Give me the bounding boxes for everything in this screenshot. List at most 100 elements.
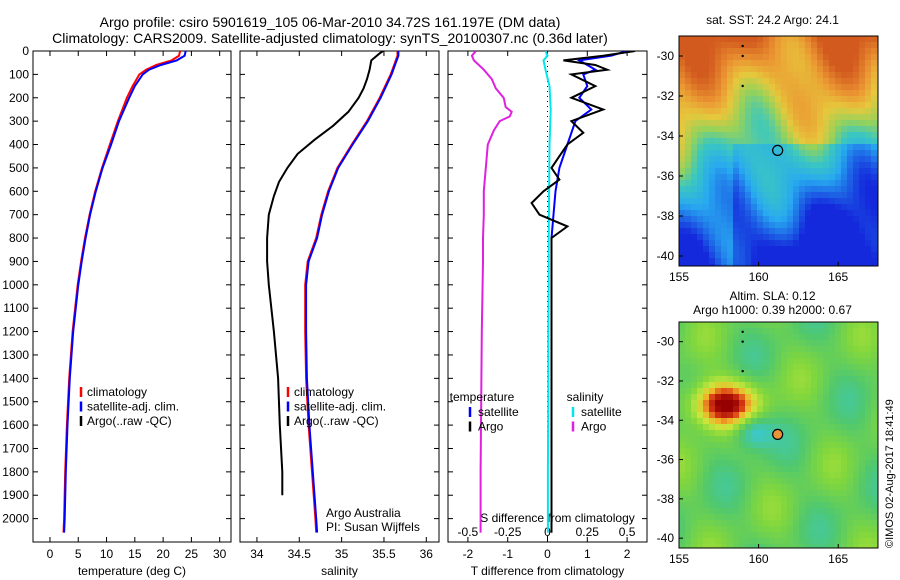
y-tick-label: 800 [9,231,29,245]
y-tick-label: 1800 [2,465,29,479]
x-tick-label: 35.5 [372,547,396,561]
y-tick-label: 1100 [3,301,29,315]
annotation-line-0: Argo Australia [326,506,401,520]
y-tick-label: 2000 [2,512,29,526]
y-tick-label: 1700 [2,441,29,455]
map-x-tick-label: 155 [669,552,689,566]
plot-frame [239,50,440,543]
y-tick-label: 900 [9,254,29,268]
map-y-tick-label: -32 [657,89,675,103]
y-tick-label: 0 [22,44,29,58]
series-line-1 [542,51,552,533]
map-y-tick-label: -40 [657,249,675,263]
y-tick-label: 1000 [2,278,29,292]
x-tick-label: 2 [624,547,631,561]
y-tick-label: 1300 [2,348,29,362]
map-frame [678,321,879,549]
map-title-line-1: Argo h1000: 0.39 h2000: 0.67 [693,303,852,317]
x-tick-label: 0 [544,547,551,561]
map-y-tick-label: -38 [657,209,675,223]
map-y-tick-label: -38 [657,492,675,506]
map-x-tick-label: 160 [749,270,769,284]
sst-map: sat. SST: 24.2 Argo: 24.1 155 160 165 -30 -32… [657,13,879,284]
y-tick-label: 1600 [2,418,29,432]
island-dot-0 [741,44,744,48]
x-tick-label: 25 [185,547,199,561]
plot-frame [32,50,232,543]
map-field [679,36,879,267]
map-y-tick-label: -36 [657,169,675,183]
legend-label-argo-raw-qc: Argo(..raw -QC) [294,414,379,428]
map-y-tick-label: -32 [657,374,675,388]
panel-salinity: 34 34.5 35 35.5 36 salinity climatologysatelli… [239,50,440,578]
x-tick-label: 20 [156,547,170,561]
y-tick-label: 1900 [2,488,29,502]
series-line-3 [530,51,636,533]
map-title-line-0: Altim. SLA: 0.12 [729,289,815,303]
x-tick-label: 34 [250,547,264,561]
x-tick-label: 30 [213,547,227,561]
y-tick-label: 400 [9,138,29,152]
legend-label-satellite-adj-clim: satellite-adj. clim. [294,400,386,414]
legend-label-satellite-adj-clim: satellite-adj. clim. [87,400,179,414]
y-tick-label: 700 [9,208,29,222]
imos-timestamp-caption: ©IMOS 02-Aug-2017 18:41:49 [884,399,896,548]
y-tick-label: 1400 [2,371,29,385]
x-tick-label: -1 [502,547,513,561]
y-tick-label: 1200 [2,325,29,339]
x-top-tick-label: -0.5 [458,525,479,539]
legend-label-satellite: satellite [478,405,519,419]
y-tick-label: 1500 [2,395,29,409]
profile-location-marker [772,144,784,156]
y-tick-label: 100 [9,67,29,81]
x-tick-label: 15 [128,547,142,561]
x-top-tick-label: -0.25 [494,525,522,539]
x-axis-label: salinity [321,564,358,578]
y-tick-label: 600 [9,184,29,198]
secondary-axis-label: S difference from climatology [480,511,635,525]
y-tick-label: 500 [9,161,29,175]
panel-temperature: 0 5 10 15 20 25 300100200300400500600700800900… [2,44,232,578]
island-dot-0 [741,330,744,334]
series-line-1 [63,51,187,533]
map-y-tick-label: -40 [657,531,675,545]
y-tick-label: 300 [9,114,29,128]
map-y-tick-label: -36 [657,453,675,467]
x-tick-label: 1 [584,547,591,561]
legend-label-climatology: climatology [87,385,147,399]
legend-label-argo: Argo [478,420,504,434]
legend-label-climatology: climatology [294,385,354,399]
x-tick-label: 0 [47,547,54,561]
y-tick-label: 200 [9,91,29,105]
map-y-tick-label: -34 [657,129,675,143]
annotation-line-1: PI: Susan Wijffels [326,520,420,534]
map-x-tick-label: 160 [749,552,769,566]
island-dot-2 [741,369,744,373]
x-top-tick-label: 0.25 [576,525,600,539]
legend-label-argo-raw-qc: Argo(..raw -QC) [87,414,172,428]
map-frame [678,35,879,267]
x-tick-label: 5 [75,547,82,561]
map-y-tick-label: -30 [657,49,675,63]
figure-title-line-2: Climatology: CARS2009. Satellite-adjuste… [52,30,608,46]
map-x-tick-label: 155 [669,270,689,284]
map-field [679,322,879,549]
legend-label-argo: Argo [581,420,607,434]
series-line-0 [470,51,513,533]
island-dot-2 [741,84,744,88]
island-dot-1 [741,54,744,58]
map-y-tick-label: -34 [657,413,675,427]
x-axis-label: T difference from climatology [471,564,625,578]
x-top-tick-label: 0.5 [619,525,636,539]
x-axis-label: temperature (deg C) [78,564,186,578]
x-tick-label: 35 [335,547,349,561]
series-line-1 [305,51,400,533]
legend-header-temperature: temperature [450,390,515,404]
map-title-line-0: sat. SST: 24.2 Argo: 24.1 [706,13,839,27]
island-dot-1 [741,340,744,343]
x-tick-label: 10 [100,547,114,561]
